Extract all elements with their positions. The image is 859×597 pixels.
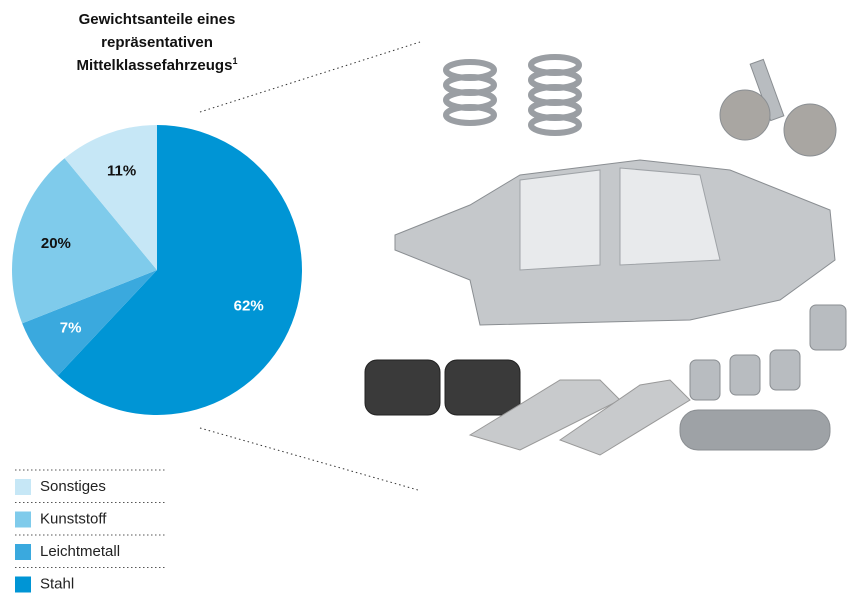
- data-label: 7%: [60, 320, 82, 337]
- legend-label: Kunststoff: [40, 510, 107, 527]
- control-arms: [364, 359, 691, 456]
- pistons: [679, 304, 847, 451]
- pie-slice: [22, 270, 158, 376]
- car-body: [394, 159, 836, 326]
- joints: [719, 58, 837, 157]
- data-label: 11%: [107, 163, 136, 180]
- chart-title: Gewichtsanteile eines repräsentativen Mi…: [57, 8, 257, 77]
- legend-swatch: [15, 511, 31, 528]
- connector: [199, 427, 419, 491]
- legend-swatch: [15, 544, 31, 560]
- illustrations: [199, 41, 847, 491]
- springs: [443, 54, 582, 136]
- pie-slice: [12, 158, 158, 324]
- legend-swatch: [15, 576, 31, 593]
- data-label: 62%: [234, 297, 264, 314]
- legend-label: Stahl: [40, 575, 74, 592]
- legend-swatch: [15, 479, 31, 495]
- title-text: Gewichtsanteile eines repräsentativen Mi…: [76, 11, 236, 74]
- pie-slice: [64, 125, 157, 270]
- pie-slice: [57, 125, 303, 415]
- data-label: 20%: [41, 235, 71, 252]
- title-footnote: 1: [232, 56, 238, 66]
- car-openings: [519, 167, 721, 271]
- legend-label: Leichtmetall: [40, 543, 120, 560]
- legend-label: Sonstiges: [40, 478, 106, 495]
